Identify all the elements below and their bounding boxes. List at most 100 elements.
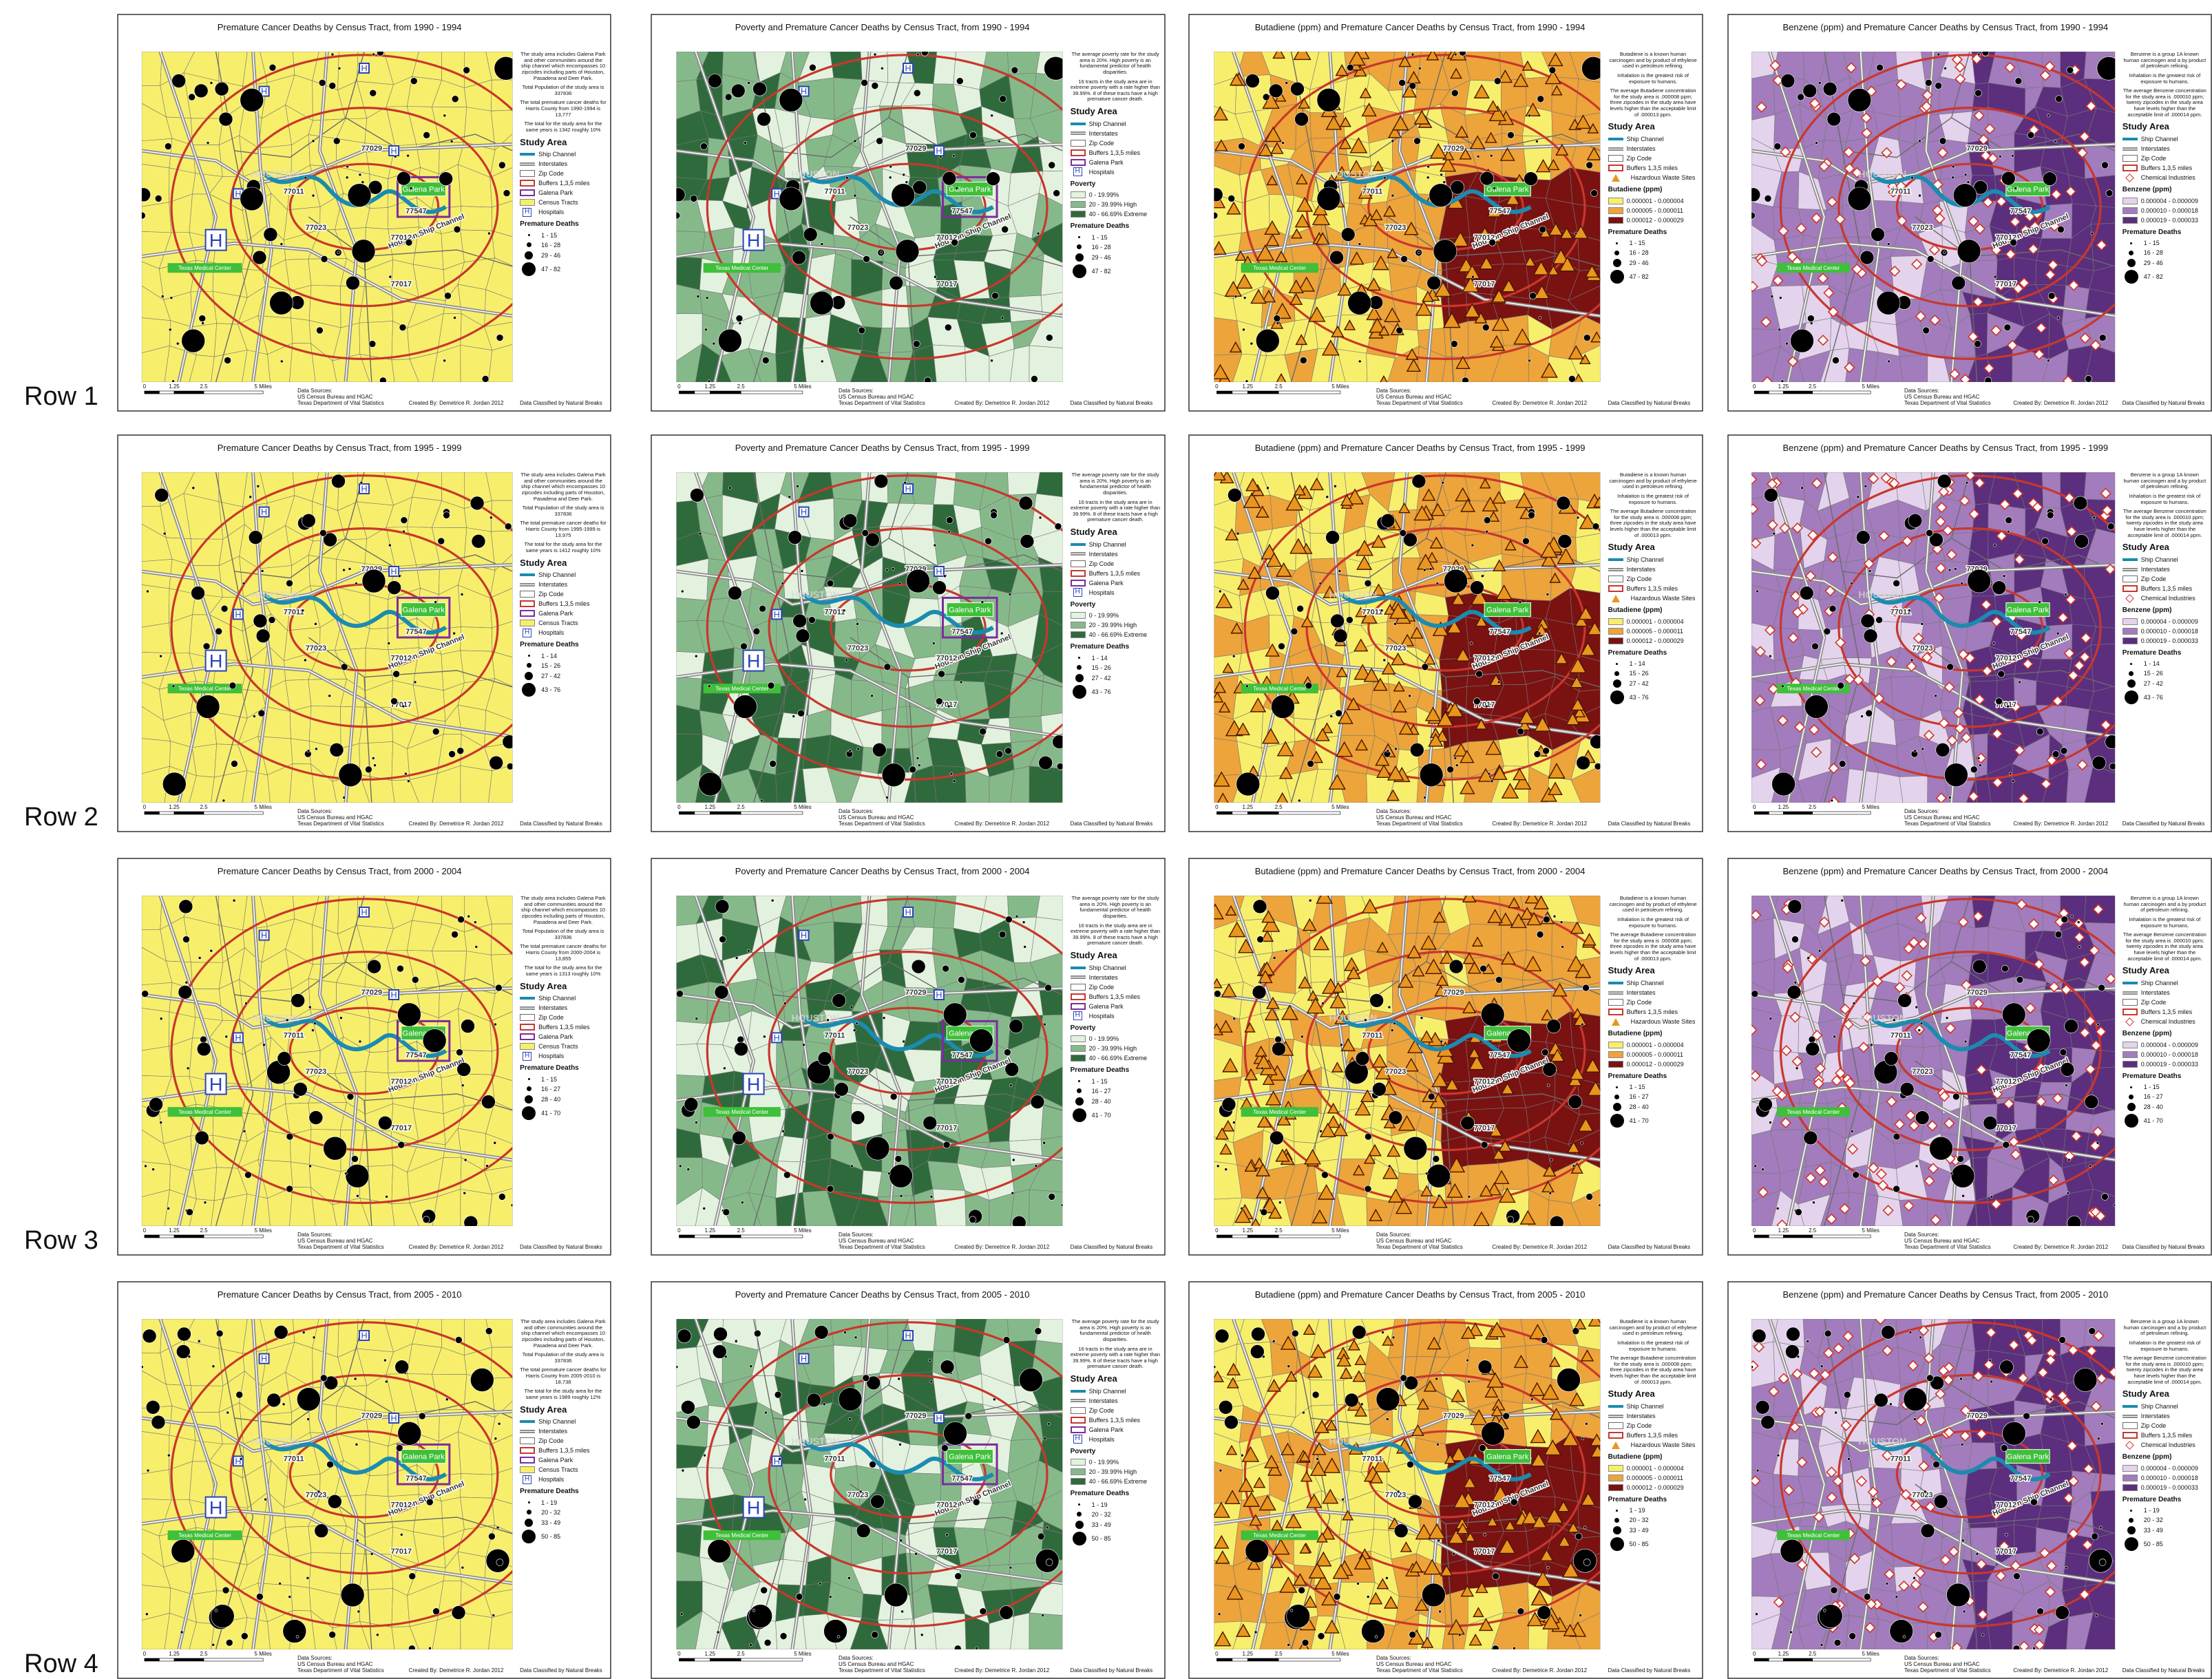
death-dot bbox=[1471, 275, 1474, 278]
death-dot bbox=[1992, 642, 1995, 645]
deaths-dot bbox=[527, 242, 531, 247]
death-dot bbox=[2052, 750, 2059, 757]
legend-item: Ship Channel bbox=[1608, 555, 1698, 564]
legend-label: Census Tracts bbox=[538, 199, 578, 206]
death-dot bbox=[1832, 357, 1839, 363]
deaths-range: 15 - 26 bbox=[1092, 664, 1111, 671]
deaths-dot bbox=[1078, 657, 1080, 659]
zip-label: 77011 bbox=[1362, 187, 1382, 196]
death-dot bbox=[1794, 981, 1797, 984]
death-dot bbox=[351, 1155, 358, 1162]
death-dot bbox=[2101, 1193, 2108, 1200]
death-dot bbox=[202, 322, 204, 325]
census-tract bbox=[366, 629, 388, 650]
zip-label: 77029 bbox=[361, 145, 382, 153]
legend-label: Galena Park bbox=[1089, 159, 1124, 166]
sources-heading: Data Sources: bbox=[1376, 1232, 1411, 1238]
death-dot bbox=[191, 587, 205, 600]
death-dot bbox=[781, 582, 784, 585]
death-dot bbox=[1918, 194, 1921, 197]
classification: Data Classified by Natural Breaks bbox=[520, 821, 602, 827]
death-dot bbox=[487, 232, 490, 235]
legend-item: 29 - 46 bbox=[1608, 257, 1698, 268]
deaths-dot bbox=[527, 1086, 531, 1091]
galena-park-label: Galena Park bbox=[949, 186, 991, 194]
class-swatch bbox=[1608, 637, 1623, 644]
panel-title: Butadiene (ppm) and Premature Cancer Dea… bbox=[1255, 22, 1586, 32]
death-dot bbox=[1974, 341, 1981, 348]
deaths-symbol bbox=[1608, 690, 1626, 704]
deaths-range: 1 - 15 bbox=[1092, 234, 1108, 241]
zip-label: 77547 bbox=[2010, 207, 2032, 215]
scale-bar-segment bbox=[1813, 812, 1871, 814]
death-dot bbox=[1291, 628, 1298, 635]
deaths-symbol bbox=[2123, 251, 2140, 255]
census-tract bbox=[492, 622, 512, 657]
legend-label: Hospitals bbox=[538, 209, 564, 215]
class-swatch bbox=[1608, 1061, 1623, 1068]
deaths-symbol bbox=[1608, 1086, 1626, 1088]
death-dot bbox=[932, 581, 946, 595]
death-dot bbox=[1321, 1002, 1324, 1005]
death-dot bbox=[404, 772, 407, 775]
death-dot bbox=[1039, 756, 1053, 770]
death-dot bbox=[887, 1172, 890, 1175]
legend-item: 47 - 82 bbox=[520, 261, 607, 277]
death-dot bbox=[1810, 322, 1813, 325]
death-dot bbox=[1295, 112, 1309, 126]
death-dot bbox=[361, 181, 364, 184]
death-dot bbox=[398, 1141, 405, 1148]
death-dot bbox=[203, 643, 210, 650]
death-dot bbox=[1232, 655, 1235, 657]
death-dot bbox=[1970, 766, 1977, 773]
study-note: Butadiene is a known human carcinogen an… bbox=[1608, 52, 1698, 70]
legend-item: Zip Code bbox=[1608, 154, 1698, 163]
scale-bar-segment bbox=[1232, 391, 1247, 394]
death-dot bbox=[1769, 1017, 1772, 1020]
legend-swatch bbox=[1071, 552, 1086, 556]
death-dot bbox=[1455, 764, 1458, 767]
death-dot bbox=[1442, 481, 1444, 484]
census-tract bbox=[1440, 658, 1470, 691]
deaths-range: 43 - 76 bbox=[2144, 694, 2163, 701]
zip-label: 77023 bbox=[306, 1068, 327, 1076]
legend-item: 43 - 76 bbox=[520, 682, 607, 698]
legend-label: Ship Channel bbox=[1089, 964, 1126, 971]
legend-item: HHospitals bbox=[1071, 1011, 1161, 1021]
panel-title: Butadiene (ppm) and Premature Cancer Dea… bbox=[1255, 866, 1586, 876]
map-panel: Benzene (ppm) and Premature Cancer Death… bbox=[1728, 435, 2211, 832]
death-dot bbox=[713, 342, 715, 345]
death-dot bbox=[1538, 632, 1541, 635]
death-dot bbox=[889, 165, 892, 168]
legend-item: 0.000005 - 0.000011 bbox=[1608, 626, 1698, 636]
scale-label: 5 Miles bbox=[1862, 1227, 1879, 1234]
death-dot bbox=[1370, 993, 1384, 1007]
legend-item: Census Tracts bbox=[520, 1042, 607, 1051]
deaths-range: 27 - 42 bbox=[541, 673, 560, 679]
census-tract bbox=[461, 207, 492, 231]
deaths-symbol bbox=[520, 234, 538, 236]
deaths-dot bbox=[1613, 1103, 1621, 1111]
death-dot bbox=[258, 710, 265, 717]
legend-label: Census Tracts bbox=[538, 620, 578, 626]
death-dot bbox=[889, 176, 892, 179]
source: Texas Department of Vital Statistics bbox=[1904, 400, 1991, 406]
legend-swatch bbox=[520, 189, 535, 196]
census-tract bbox=[1899, 1199, 1928, 1226]
census-tract bbox=[142, 1046, 171, 1077]
study-note: Inhalation is the greatest risk of expos… bbox=[1608, 917, 1698, 929]
death-dot bbox=[453, 632, 456, 635]
census-tract bbox=[776, 1192, 807, 1226]
legend-item: 16 - 28 bbox=[1071, 242, 1161, 252]
legend-label: Interstates bbox=[1089, 551, 1118, 558]
scale-bar-segment bbox=[204, 391, 263, 394]
census-tract bbox=[901, 105, 938, 145]
death-dot bbox=[372, 53, 375, 56]
legend-item: 1 - 14 bbox=[2123, 659, 2207, 668]
death-dot bbox=[1888, 360, 1890, 363]
legend-item: 16 - 28 bbox=[2123, 248, 2207, 257]
death-dot bbox=[253, 614, 267, 628]
death-dot bbox=[1272, 1042, 1285, 1056]
deaths-dot bbox=[2129, 251, 2134, 255]
legend: The average poverty rate for the study a… bbox=[1071, 472, 1161, 700]
